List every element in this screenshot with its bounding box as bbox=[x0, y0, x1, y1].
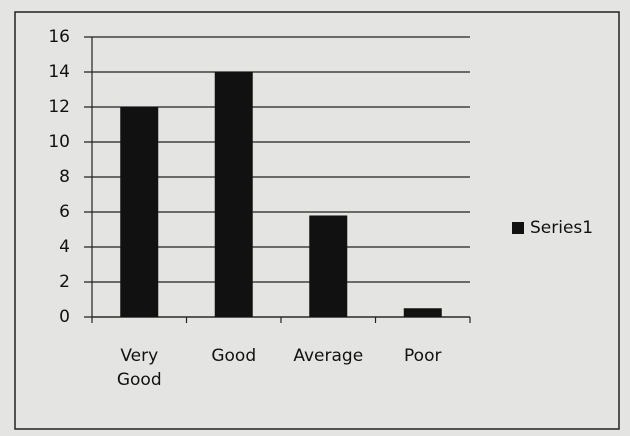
x-tick-label: Poor bbox=[404, 346, 442, 366]
y-tick-label: 12 bbox=[48, 97, 70, 117]
y-tick-label: 16 bbox=[48, 27, 70, 47]
legend-swatch bbox=[512, 222, 524, 234]
bar bbox=[120, 107, 159, 317]
y-tick-label: 8 bbox=[59, 167, 70, 187]
y-tick-label: 6 bbox=[59, 202, 70, 222]
y-tick-label: 0 bbox=[59, 307, 70, 327]
y-tick-label: 4 bbox=[59, 237, 70, 257]
x-tick-label: Average bbox=[293, 346, 364, 366]
legend-label: Series1 bbox=[530, 218, 593, 238]
x-tick-label: Very Good bbox=[116, 346, 162, 390]
y-tick-label: 10 bbox=[48, 132, 70, 152]
bar bbox=[403, 308, 442, 317]
x-tick-label: Good bbox=[211, 346, 257, 366]
y-tick-label: 2 bbox=[59, 272, 70, 292]
y-tick-label: 14 bbox=[48, 62, 70, 82]
chart-border bbox=[14, 11, 620, 430]
bar bbox=[214, 72, 253, 317]
bar bbox=[309, 215, 348, 317]
